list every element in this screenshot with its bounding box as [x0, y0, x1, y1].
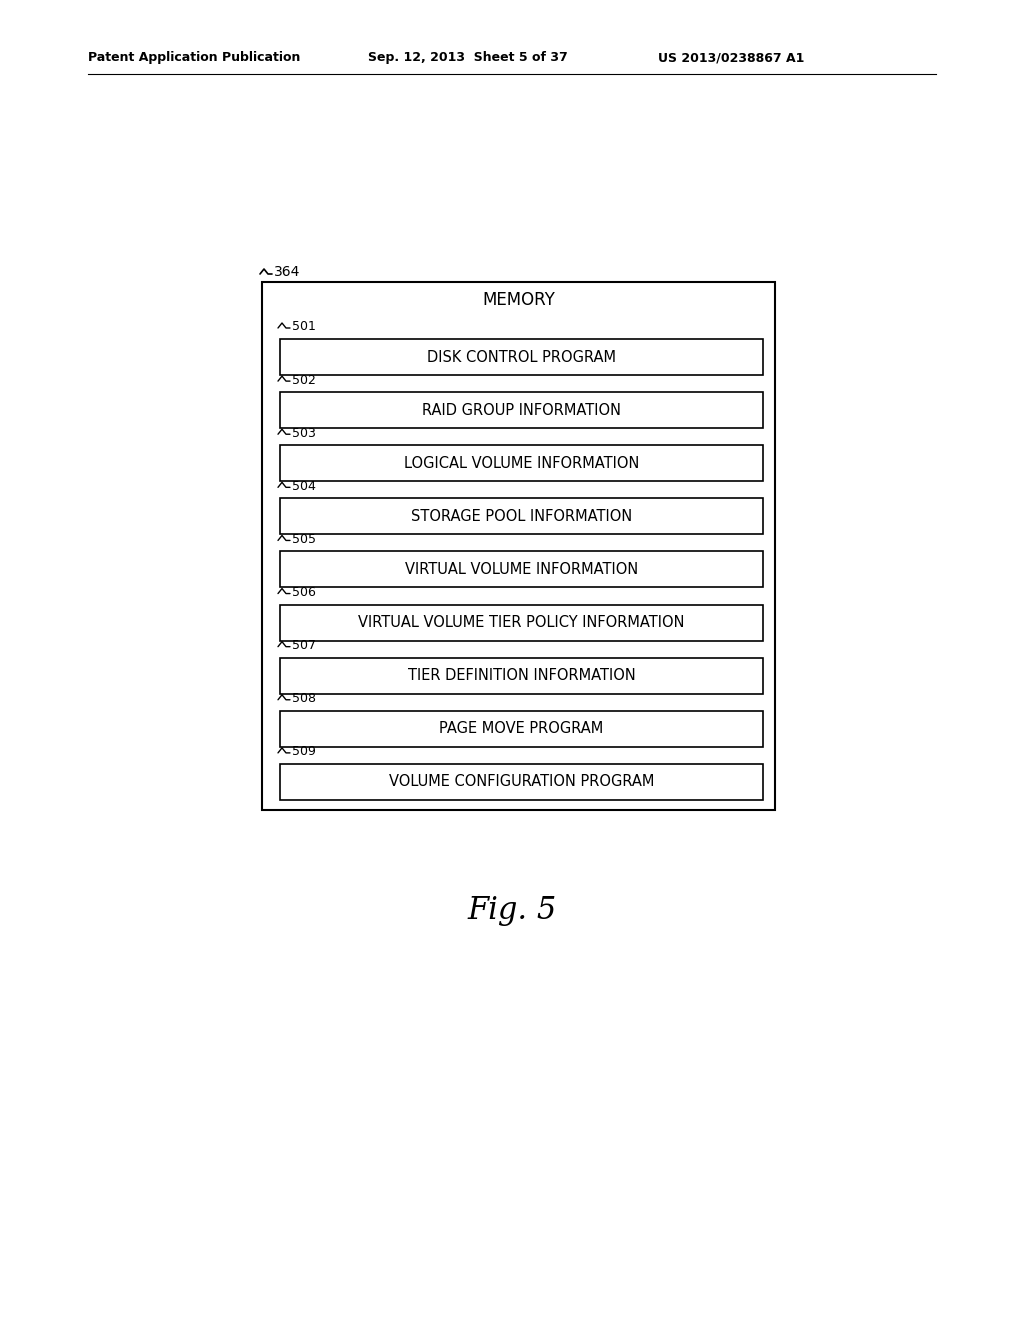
Text: 509: 509 — [292, 746, 315, 759]
Bar — [280, 392, 763, 428]
Text: TIER DEFINITION INFORMATION: TIER DEFINITION INFORMATION — [408, 668, 635, 684]
Bar — [280, 499, 763, 535]
Bar — [280, 764, 763, 800]
Bar — [280, 339, 763, 375]
Text: LOGICAL VOLUME INFORMATION: LOGICAL VOLUME INFORMATION — [403, 455, 639, 471]
Text: VIRTUAL VOLUME INFORMATION: VIRTUAL VOLUME INFORMATION — [404, 562, 638, 577]
Text: 508: 508 — [292, 692, 316, 705]
Text: VOLUME CONFIGURATION PROGRAM: VOLUME CONFIGURATION PROGRAM — [389, 775, 654, 789]
Text: VIRTUAL VOLUME TIER POLICY INFORMATION: VIRTUAL VOLUME TIER POLICY INFORMATION — [358, 615, 685, 630]
Text: RAID GROUP INFORMATION: RAID GROUP INFORMATION — [422, 403, 621, 417]
Text: Fig. 5: Fig. 5 — [467, 895, 557, 925]
Text: MEMORY: MEMORY — [482, 290, 555, 309]
Text: 504: 504 — [292, 480, 315, 492]
Text: PAGE MOVE PROGRAM: PAGE MOVE PROGRAM — [439, 721, 603, 737]
Bar — [280, 552, 763, 587]
Text: US 2013/0238867 A1: US 2013/0238867 A1 — [658, 51, 805, 65]
Text: 506: 506 — [292, 586, 315, 599]
Bar — [280, 657, 763, 694]
Bar — [262, 282, 775, 810]
Text: Sep. 12, 2013  Sheet 5 of 37: Sep. 12, 2013 Sheet 5 of 37 — [368, 51, 567, 65]
Text: 507: 507 — [292, 639, 316, 652]
Text: STORAGE POOL INFORMATION: STORAGE POOL INFORMATION — [411, 508, 632, 524]
Text: Patent Application Publication: Patent Application Publication — [88, 51, 300, 65]
Text: 505: 505 — [292, 533, 316, 546]
Bar — [280, 605, 763, 640]
Bar — [280, 710, 763, 747]
Text: 364: 364 — [274, 265, 300, 279]
Text: 503: 503 — [292, 426, 315, 440]
Text: DISK CONTROL PROGRAM: DISK CONTROL PROGRAM — [427, 350, 616, 364]
Bar — [280, 445, 763, 482]
Text: 501: 501 — [292, 321, 315, 334]
Text: 502: 502 — [292, 374, 315, 387]
